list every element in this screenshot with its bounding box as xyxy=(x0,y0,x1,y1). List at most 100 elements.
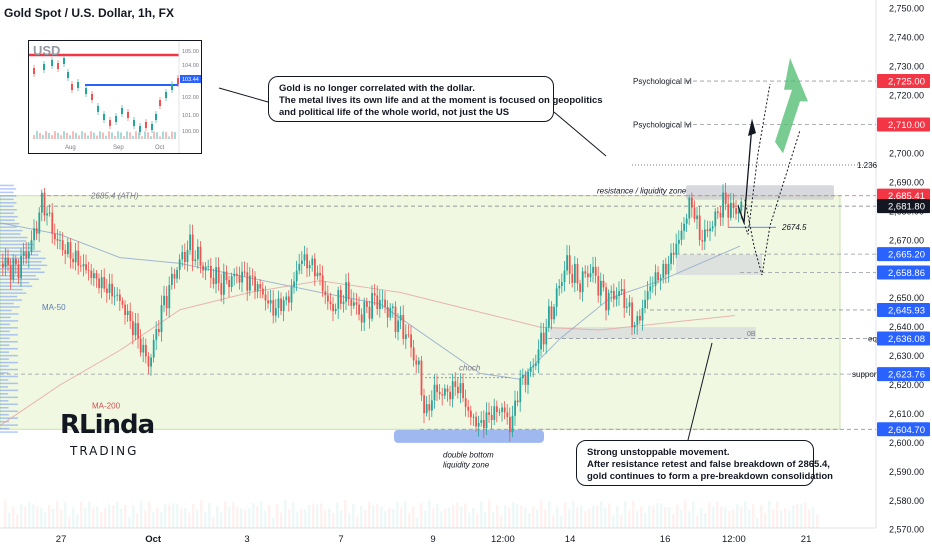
volume-bar xyxy=(84,508,87,528)
candle-body xyxy=(418,360,420,365)
inset-volume xyxy=(105,135,107,139)
candle-body xyxy=(649,286,652,292)
candle-body xyxy=(555,288,558,307)
volume-bar xyxy=(160,511,163,528)
volume-bar xyxy=(200,500,203,528)
candle-body xyxy=(384,299,386,307)
inset-volume xyxy=(153,131,155,139)
volume-profile-bar xyxy=(0,215,18,218)
volume-bar xyxy=(500,515,503,528)
time-axis-tick: 12:00 xyxy=(491,534,515,545)
volume-profile-bar xyxy=(0,285,33,287)
volume-profile-bar xyxy=(0,323,11,326)
volume-bar xyxy=(488,500,491,528)
inset-volume xyxy=(57,132,59,139)
candle-body xyxy=(740,201,743,211)
candle-body xyxy=(506,412,509,417)
candle-body xyxy=(563,270,566,283)
inset-volume xyxy=(117,131,119,139)
candle-body xyxy=(665,263,667,275)
inset-volume xyxy=(69,135,71,139)
price-label-box xyxy=(877,117,930,132)
candle-body xyxy=(246,272,249,291)
volume-bar xyxy=(276,504,279,528)
callout-bottom-line-2: After resistance retest and false breakd… xyxy=(587,459,830,470)
volume-bar xyxy=(284,500,287,528)
candle-body xyxy=(113,295,116,297)
volume-bar xyxy=(472,507,475,528)
inset-volume xyxy=(126,131,128,139)
volume-bar xyxy=(60,509,63,528)
candle-body xyxy=(620,288,623,292)
callout-bottom: Strong unstoppable movement. After resis… xyxy=(576,440,833,486)
candle-body xyxy=(639,315,641,321)
volume-profile-bar xyxy=(0,243,34,246)
volume-profile-bar xyxy=(0,313,19,315)
candle-body xyxy=(597,275,600,296)
volume-bar xyxy=(644,513,647,528)
candle-body xyxy=(535,363,537,366)
candle-body xyxy=(464,398,467,407)
inset-volume xyxy=(36,131,38,139)
logo-big: RLinda xyxy=(60,410,155,440)
volume-bar xyxy=(288,509,291,528)
volume-profile-bar xyxy=(0,407,9,409)
price-label-box xyxy=(877,199,930,214)
price-label-box xyxy=(877,331,930,346)
inset-y-label: 104.00 xyxy=(182,63,199,69)
volume-bar xyxy=(484,512,487,528)
price-axis-tick: 2,570.00 xyxy=(889,525,924,535)
volume-profile-bar xyxy=(0,396,18,399)
volume-bar xyxy=(80,501,83,528)
candle-body xyxy=(407,334,410,336)
volume-bar xyxy=(236,507,239,528)
price-label-box xyxy=(877,422,930,437)
volume-bar xyxy=(372,505,375,528)
inset-volume xyxy=(63,131,65,139)
candle-body xyxy=(454,381,457,387)
ma50-label: MA-50 xyxy=(42,303,66,312)
candle-body xyxy=(633,324,636,328)
inset-volume xyxy=(135,131,137,139)
volume-profile-bar xyxy=(0,400,9,402)
candle-body xyxy=(25,251,28,259)
psych-label-1: Psychological lvl xyxy=(633,77,692,86)
inset-volume xyxy=(60,135,62,139)
candle-body xyxy=(449,391,451,400)
inset-volume xyxy=(159,136,161,139)
candle-body xyxy=(7,257,9,266)
candle-body xyxy=(191,234,194,262)
volume-bar xyxy=(548,501,551,528)
volume-bar xyxy=(296,511,299,528)
volume-bar xyxy=(580,505,583,528)
volume-bar xyxy=(56,500,59,528)
volume-profile-bar xyxy=(0,424,18,426)
candle-body xyxy=(571,273,574,283)
candle-body xyxy=(236,273,238,276)
inset-volume xyxy=(54,131,56,139)
candle-body xyxy=(121,300,124,305)
inset-volume xyxy=(81,131,83,139)
candle-body xyxy=(709,228,711,232)
volume-profile-bar xyxy=(0,288,23,291)
candle-body xyxy=(43,192,46,216)
volume-profile-bar xyxy=(0,271,45,274)
candle-body xyxy=(386,306,389,318)
volume-profile-bar xyxy=(0,358,9,360)
volume-bar xyxy=(804,502,807,528)
candle-body xyxy=(628,302,631,307)
candle-body xyxy=(553,306,555,320)
double-bottom-label-1: double bottom xyxy=(443,450,494,459)
candle-body xyxy=(548,306,550,328)
candle-body xyxy=(69,242,72,259)
volume-bar xyxy=(280,512,283,528)
candle-body xyxy=(181,252,184,260)
volume-bar xyxy=(220,511,223,528)
candle-body xyxy=(28,252,30,259)
candle-body xyxy=(350,299,353,306)
volume-profile-bar xyxy=(0,205,14,208)
ath-label: 2685.4 (ATH) xyxy=(90,192,139,201)
volume-bar xyxy=(496,505,499,528)
volume-bar xyxy=(4,500,7,528)
volume-profile-bar xyxy=(0,229,23,232)
